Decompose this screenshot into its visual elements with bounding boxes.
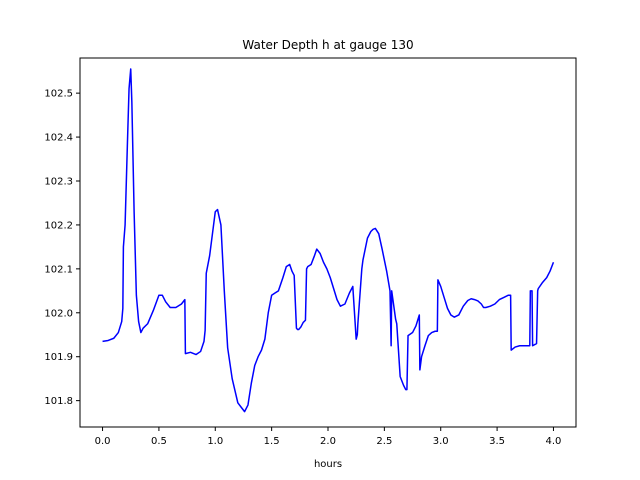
y-tick-label: 101.8	[44, 396, 73, 407]
y-tick-label: 102.5	[44, 89, 73, 100]
series-line-0	[102, 68, 555, 413]
x-tick-label: 1.0	[207, 436, 223, 447]
x-tick-label: 3.5	[489, 436, 505, 447]
x-tick-label: 3.0	[433, 436, 449, 447]
plot-area	[102, 68, 555, 413]
y-tick-label: 102.0	[44, 308, 73, 319]
x-tick-label: 1.5	[264, 436, 280, 447]
x-tick-label: 2.0	[320, 436, 336, 447]
x-axis-label: hours	[314, 459, 342, 470]
y-tick-label: 102.2	[44, 220, 73, 231]
x-axis: 0.0 0.5 1.0 1.5 2.0 2.5 3.0 3.5 4.0	[95, 427, 562, 447]
x-tick-label: 0.5	[151, 436, 167, 447]
x-tick-label: 4.0	[546, 436, 562, 447]
y-tick-label: 101.9	[44, 352, 73, 363]
y-tick-label: 102.3	[44, 177, 73, 188]
y-axis: 101.8 101.9 102.0 102.1 102.2 102.3 102.4 102.5	[44, 89, 80, 407]
x-tick-label: 2.5	[376, 436, 392, 447]
y-tick-label: 102.1	[44, 264, 73, 275]
x-tick-label: 0.0	[95, 436, 111, 447]
chart-title: Water Depth h at gauge 130	[242, 38, 413, 52]
y-tick-label: 102.4	[44, 133, 73, 144]
